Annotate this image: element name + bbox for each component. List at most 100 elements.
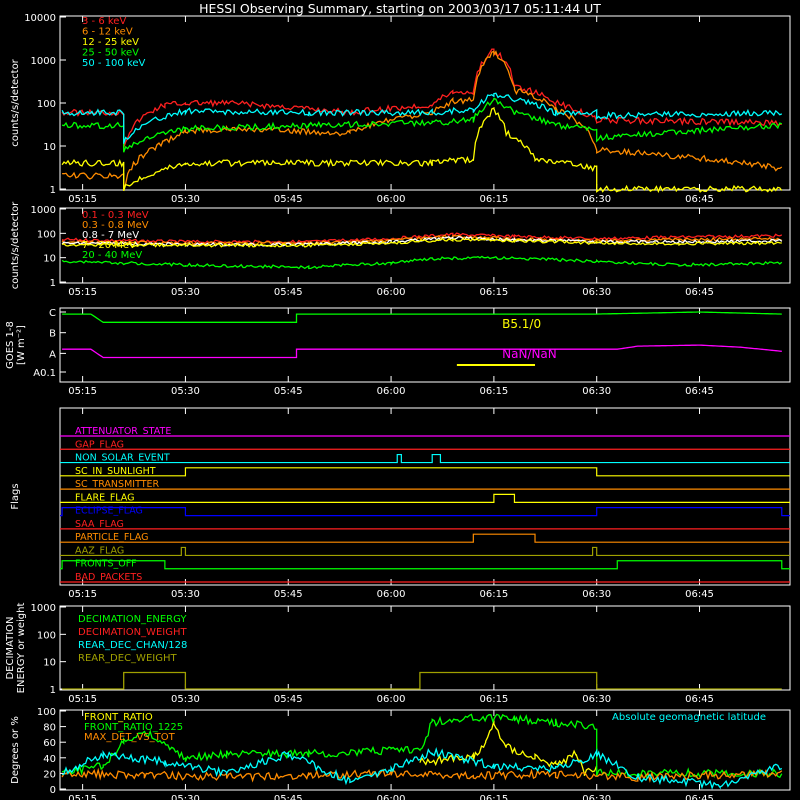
legend-entry: REAR_DEC_WEIGHT — [78, 653, 177, 664]
y-tick-label: 1000 — [31, 205, 56, 216]
legend-entry: 20 - 40 MeV — [82, 250, 142, 261]
time-tick-label: 05:15 — [68, 694, 97, 705]
time-tick-label: 05:45 — [274, 794, 303, 800]
time-tick-label: 06:15 — [479, 194, 508, 205]
y-tick-label: 60 — [43, 738, 56, 749]
legend-entry: MAX_DET_VS_TOT — [84, 732, 176, 743]
legend-entry: 3 - 6 keV — [82, 16, 126, 27]
time-tick-label: 05:30 — [171, 194, 200, 205]
time-tick-label: 05:45 — [274, 694, 303, 705]
flag-label: FRONTS_OFF — [75, 559, 137, 570]
y-tick-label: B — [49, 329, 56, 340]
time-tick-label: 06:30 — [582, 386, 611, 397]
time-tick-label: 05:15 — [68, 794, 97, 800]
panel-flags: 05:15 05:30 05:45 06:00 06:15 06:30 06:45 Flags… — [10, 407, 791, 600]
legend-entry: DECIMATION_WEIGHT — [78, 627, 187, 638]
legend-entry: 0.3 - 0.8 MeV — [82, 220, 149, 231]
legend-entry: 7 - 20 MeV — [82, 240, 136, 251]
time-tick-label: 05:15 — [68, 287, 97, 298]
time-tick-label: 06:30 — [582, 694, 611, 705]
goes-annotation: B5.1/0 — [502, 317, 541, 331]
y-tick-label: 10 — [43, 142, 56, 153]
legend-entry: 12 - 25 keV — [82, 37, 139, 48]
legend-entry: DECIMATION_ENERGY — [78, 614, 187, 625]
panel-goes: 05:15 05:30 05:45 06:00 06:15 06:30 06:45 GOES … — [5, 307, 791, 397]
time-tick-label: 06:15 — [479, 589, 508, 600]
series-line-rear-dec-weight — [62, 671, 782, 690]
y-axis-label: counts/s/detector — [10, 58, 21, 146]
time-tick-label: 06:00 — [377, 794, 406, 800]
legend-entry: 50 - 100 keV — [82, 58, 146, 69]
y-tick-label: 1 — [50, 185, 56, 196]
time-tick-label: 05:30 — [171, 287, 200, 298]
time-tick-label: 06:15 — [479, 386, 508, 397]
time-tick-label: 05:30 — [171, 694, 200, 705]
series-line-50-100-kev — [61, 92, 783, 144]
y-tick-label: 1000 — [31, 56, 56, 67]
flag-trace — [60, 453, 790, 464]
time-tick-label: 06:30 — [582, 287, 611, 298]
time-tick-label: 06:00 — [377, 694, 406, 705]
series-line-geomagnetic-latitude — [61, 746, 783, 790]
legend-entry: 25 - 50 keV — [82, 48, 139, 59]
flag-label: GAP_FLAG — [75, 439, 124, 450]
flag-label: BAD_PACKETS — [75, 572, 142, 583]
legend-entry: 0.1 - 0.3 MeV — [82, 210, 149, 221]
panel-high_energy: 05:15 05:30 05:45 06:00 06:15 06:30 06:45 count… — [10, 201, 791, 298]
flag-label: ECLIPSE_FLAG — [75, 506, 143, 517]
time-tick-label: 05:15 — [68, 386, 97, 397]
time-tick-label: 06:45 — [685, 194, 714, 205]
series-line-12-25-kev — [61, 106, 783, 194]
y-tick-label: 100 — [37, 229, 56, 240]
time-tick-label: 06:45 — [685, 794, 714, 800]
series-line-0-1-0-3-mev — [61, 232, 783, 245]
y-tick-label: 20 — [43, 769, 56, 780]
series-line-7-20-mev — [61, 237, 782, 248]
series-line-max-det-vs-tot — [61, 767, 783, 783]
flag-label: AAZ_FLAG — [75, 545, 124, 556]
time-tick-label: 06:15 — [479, 694, 508, 705]
time-tick-label: 06:45 — [685, 386, 714, 397]
y-tick-label: 10 — [43, 658, 56, 669]
time-tick-label: 05:15 — [68, 589, 97, 600]
flag-trace — [60, 493, 790, 503]
time-tick-label: 06:00 — [377, 287, 406, 298]
flag-trace — [60, 467, 790, 477]
time-tick-label: 06:15 — [479, 794, 508, 800]
time-tick-label: 05:45 — [274, 386, 303, 397]
geomagnetic-latitude-label: Absolute geomagnetic latitude — [612, 712, 766, 723]
flags-frame — [59, 407, 791, 586]
legend-entry: 0.8 - 7 MeV — [82, 230, 139, 241]
series-line-goes-long — [62, 311, 782, 323]
panel-lightcurves: 05:15 05:30 05:45 06:00 06:15 06:30 06:45 count… — [10, 13, 791, 205]
time-tick-label: 06:15 — [479, 287, 508, 298]
y-axis-label: counts/s/detector — [10, 201, 21, 289]
series-line-goes-short — [62, 344, 782, 359]
time-tick-label: 05:45 — [274, 589, 303, 600]
y-axis-label: GOES 1-8 — [5, 321, 16, 369]
flag-label: SAA_FLAG — [75, 519, 124, 530]
series-line-front-ratio — [419, 720, 598, 777]
y-axis-label: Flags — [10, 483, 21, 509]
y-axis-label: DECIMATION — [5, 616, 16, 679]
panel-decimation: 05:15 05:30 05:45 06:00 06:15 06:30 06:45 DECIM… — [5, 603, 791, 705]
flag-label: PARTICLE_FLAG — [75, 532, 148, 543]
y-tick-label: 1000 — [31, 603, 56, 614]
time-tick-label: 05:30 — [171, 794, 200, 800]
time-tick-label: 06:45 — [685, 694, 714, 705]
time-tick-label: 05:15 — [68, 194, 97, 205]
time-tick-label: 06:00 — [377, 589, 406, 600]
y-axis-label: Degrees or % — [10, 716, 21, 784]
flag-label: NON_SOLAR_EVENT — [75, 453, 170, 464]
time-tick-label: 05:30 — [171, 589, 200, 600]
series-line-20-40-mev — [61, 255, 783, 270]
y-tick-label: A — [49, 349, 56, 360]
flag-label: SC_TRANSMITTER — [75, 479, 160, 490]
legend-entry: 6 - 12 keV — [82, 27, 133, 38]
flag-trace — [60, 560, 790, 570]
time-tick-label: 06:00 — [377, 386, 406, 397]
y-tick-label: 10000 — [24, 13, 56, 24]
high_energy-frame — [59, 207, 791, 284]
y-axis-label: [W m⁻²] — [16, 325, 27, 365]
